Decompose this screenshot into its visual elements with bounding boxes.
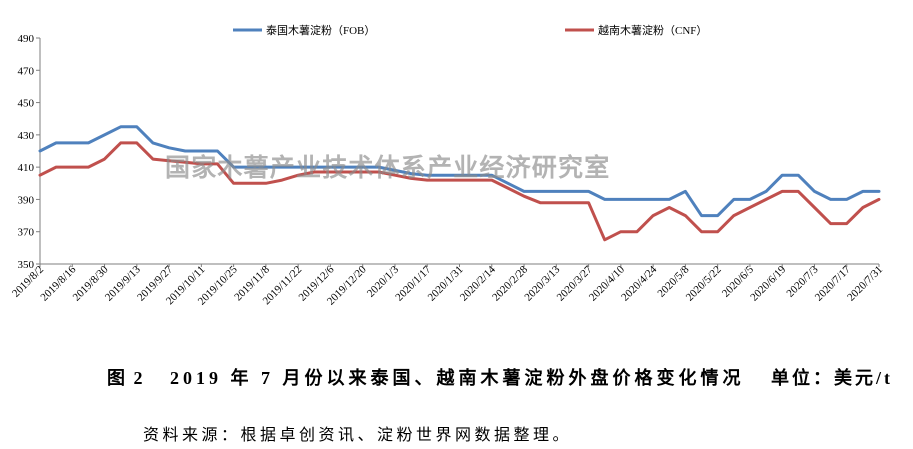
line-chart: 泰国木薯淀粉（FOB） 越南木薯淀粉（CNF） 350 370 390 410 430 4… xyxy=(10,23,885,308)
y-tick-label: 350 xyxy=(18,259,35,271)
unit-label: 单位：美元/t xyxy=(771,368,893,388)
figure-label: 图 2 xyxy=(107,368,145,388)
x-tick-label: 2020/5/22 xyxy=(684,264,724,304)
y-tick-label: 450 xyxy=(18,98,35,110)
y-tick-label: 470 xyxy=(18,65,35,77)
legend: 泰国木薯淀粉（FOB） 越南木薯淀粉（CNF） xyxy=(233,23,707,37)
x-axis: 2019/8/22019/8/162019/8/302019/9/132019/… xyxy=(10,263,885,307)
figure-title: 2019 年 7 月份以来泰国、越南木薯淀粉外盘价格变化情况 xyxy=(170,368,745,388)
y-tick-label: 390 xyxy=(18,194,35,206)
y-tick-label: 430 xyxy=(18,130,35,142)
series-line-fob xyxy=(38,125,881,218)
y-tick-label: 410 xyxy=(18,162,35,174)
plot-area xyxy=(38,125,881,242)
legend-item-fob: 泰国木薯淀粉（FOB） xyxy=(233,23,375,37)
watermark-text: 国家木薯产业技术体系产业经济研究室 xyxy=(165,153,610,182)
y-tick-label: 490 xyxy=(18,33,35,45)
x-tick-label: 2020/6/19 xyxy=(748,263,788,303)
x-tick-label: 2020/7/31 xyxy=(845,264,885,304)
y-axis: 350 370 390 410 430 450 470 490 xyxy=(18,33,41,271)
x-tick-label: 2020/4/24 xyxy=(619,263,659,303)
legend-item-cnf: 越南木薯淀粉（CNF） xyxy=(565,23,707,37)
legend-label-fob: 泰国木薯淀粉（FOB） xyxy=(266,23,375,37)
legend-label-cnf: 越南木薯淀粉（CNF） xyxy=(598,23,707,37)
series-line-cnf xyxy=(38,141,881,242)
y-tick-label: 370 xyxy=(18,227,35,239)
source-note: 资料来源：根据卓创资讯、淀粉世界网数据整理。 xyxy=(143,427,573,444)
